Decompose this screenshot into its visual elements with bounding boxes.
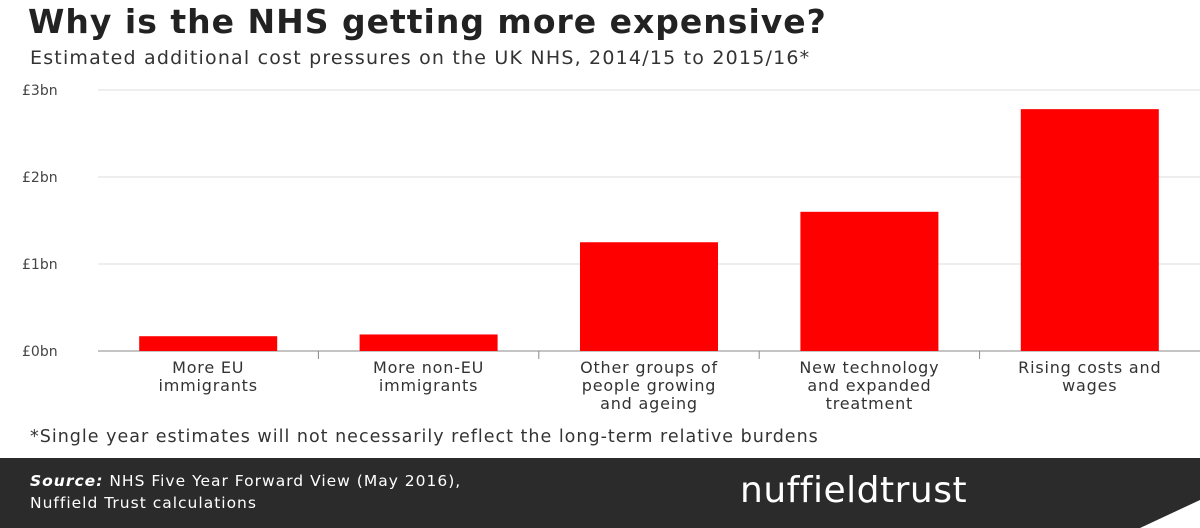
x-tick-label: More EU immigrants bbox=[159, 358, 258, 395]
bar-chart: £0bn £1bn £2bn £3bn More EU immigrants More n… bbox=[22, 83, 1200, 413]
x-tick-label: More non-EU immigrants bbox=[373, 358, 484, 395]
bar bbox=[580, 242, 718, 351]
bar bbox=[139, 336, 278, 351]
chart-title: Why is the NHS getting more expensive? bbox=[28, 2, 827, 41]
y-tick-label: £0bn bbox=[22, 344, 58, 360]
y-tick-label: £3bn bbox=[22, 83, 58, 99]
x-tick-label: Other groups of people growing and ageing bbox=[580, 358, 718, 413]
y-tick-label: £1bn bbox=[22, 257, 58, 273]
page-corner-icon bbox=[1140, 500, 1200, 528]
x-tick-label: Rising costs and wages bbox=[1018, 358, 1161, 395]
source-label: Source: bbox=[30, 472, 104, 490]
source-line-2: Nuffield Trust calculations bbox=[30, 494, 257, 512]
chart-subtitle: Estimated additional cost pressures on t… bbox=[30, 47, 811, 69]
y-tick-label: £2bn bbox=[22, 170, 58, 186]
footer-bar: Source: NHS Five Year Forward View (May … bbox=[0, 458, 1200, 528]
source-note: Source: NHS Five Year Forward View (May … bbox=[30, 470, 461, 514]
x-tick-label: New technology and expanded treatment bbox=[799, 358, 939, 413]
y-axis-ticks: £0bn £1bn £2bn £3bn bbox=[22, 83, 58, 360]
bar bbox=[1020, 109, 1159, 351]
bar bbox=[359, 334, 498, 351]
bars bbox=[139, 109, 1159, 351]
x-axis-labels: More EU immigrants More non-EU immigrants Ot… bbox=[159, 351, 1161, 413]
bar bbox=[800, 211, 939, 351]
nuffield-trust-logo[interactable]: nuffieldtrust bbox=[740, 470, 968, 511]
source-line-1: NHS Five Year Forward View (May 2016), bbox=[103, 472, 462, 490]
footnote: *Single year estimates will not necessar… bbox=[30, 427, 819, 447]
